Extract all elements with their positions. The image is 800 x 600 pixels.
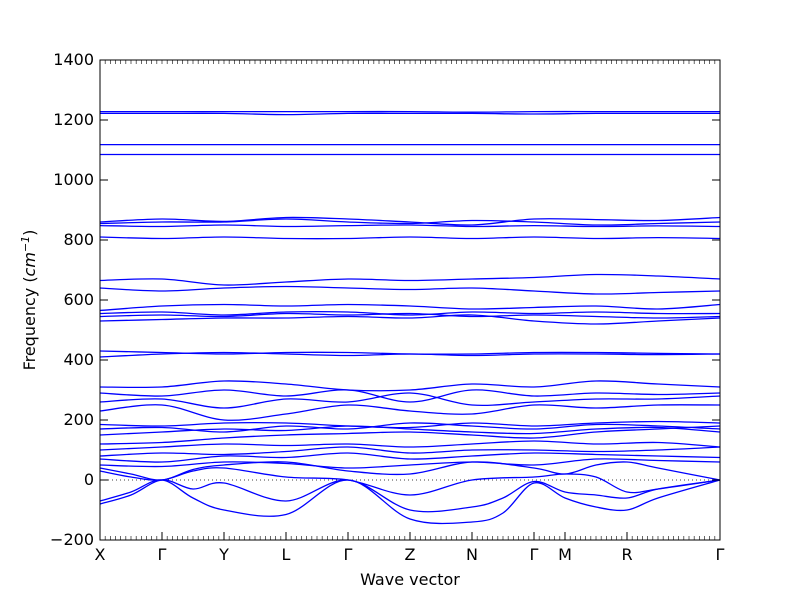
band-line-10 — [99, 425, 721, 436]
y-tick-label: 0 — [84, 470, 94, 489]
band-line-12 — [99, 420, 721, 429]
band-line-32 — [100, 110, 720, 113]
plot-area — [100, 60, 720, 540]
series-group — [99, 110, 721, 525]
y-axis-label-text: Frequency ( — [20, 276, 39, 370]
y-tick-label: 600 — [63, 290, 94, 309]
x-tick-label: Γ — [158, 545, 167, 564]
y-tick-label: −200 — [50, 530, 94, 549]
x-axis-label: Wave vector — [360, 570, 460, 589]
x-tick-label: M — [558, 545, 572, 564]
band-line-15 — [99, 389, 721, 403]
y-axis-label: Frequency (cm−1) — [19, 230, 40, 371]
band-line-6 — [99, 452, 721, 463]
band-line-23 — [99, 285, 721, 295]
band-line-16 — [99, 380, 721, 392]
x-tick-label: X — [95, 545, 106, 564]
band-line-8 — [99, 440, 721, 451]
y-tick-label: 1200 — [53, 110, 94, 129]
band-line-21 — [99, 310, 721, 316]
x-tick-label: Z — [405, 545, 416, 564]
band-line-19 — [99, 314, 721, 325]
band-line-18 — [99, 350, 721, 355]
y-axis-label-exp: −1 — [19, 236, 32, 252]
band-line-25 — [99, 236, 721, 240]
band-line-5 — [99, 458, 721, 469]
x-tick-label: R — [621, 545, 632, 564]
band-line-4 — [99, 461, 721, 481]
band-line-31 — [100, 112, 720, 116]
band-line-20 — [99, 312, 721, 319]
x-tick-label: Γ — [344, 545, 353, 564]
band-line-22 — [99, 303, 721, 312]
y-axis-label-close: ) — [20, 230, 39, 236]
x-tick-label: Y — [218, 545, 229, 564]
y-tick-label: 200 — [63, 410, 94, 429]
band-line-14 — [99, 392, 721, 409]
x-tick-label: Γ — [530, 545, 539, 564]
y-tick-label: 1000 — [53, 170, 94, 189]
band-line-27 — [99, 218, 721, 226]
band-line-7 — [99, 446, 721, 457]
band-line-26 — [99, 224, 721, 228]
y-tick-label: 800 — [63, 230, 94, 249]
band-line-9 — [99, 425, 721, 445]
y-axis-label-unit: cm — [20, 252, 39, 276]
band-line-2 — [99, 479, 721, 513]
band-line-13 — [99, 404, 721, 421]
plot-background — [100, 60, 720, 540]
band-line-11 — [99, 422, 721, 433]
band-line-1 — [99, 479, 721, 525]
y-tick-label: 1400 — [53, 50, 94, 69]
band-line-24 — [99, 273, 721, 286]
x-tick-label: N — [466, 545, 478, 564]
x-tick-label: Γ — [716, 545, 725, 564]
band-line-28 — [99, 216, 721, 226]
x-tick-label: L — [282, 545, 291, 564]
y-tick-label: 400 — [63, 350, 94, 369]
